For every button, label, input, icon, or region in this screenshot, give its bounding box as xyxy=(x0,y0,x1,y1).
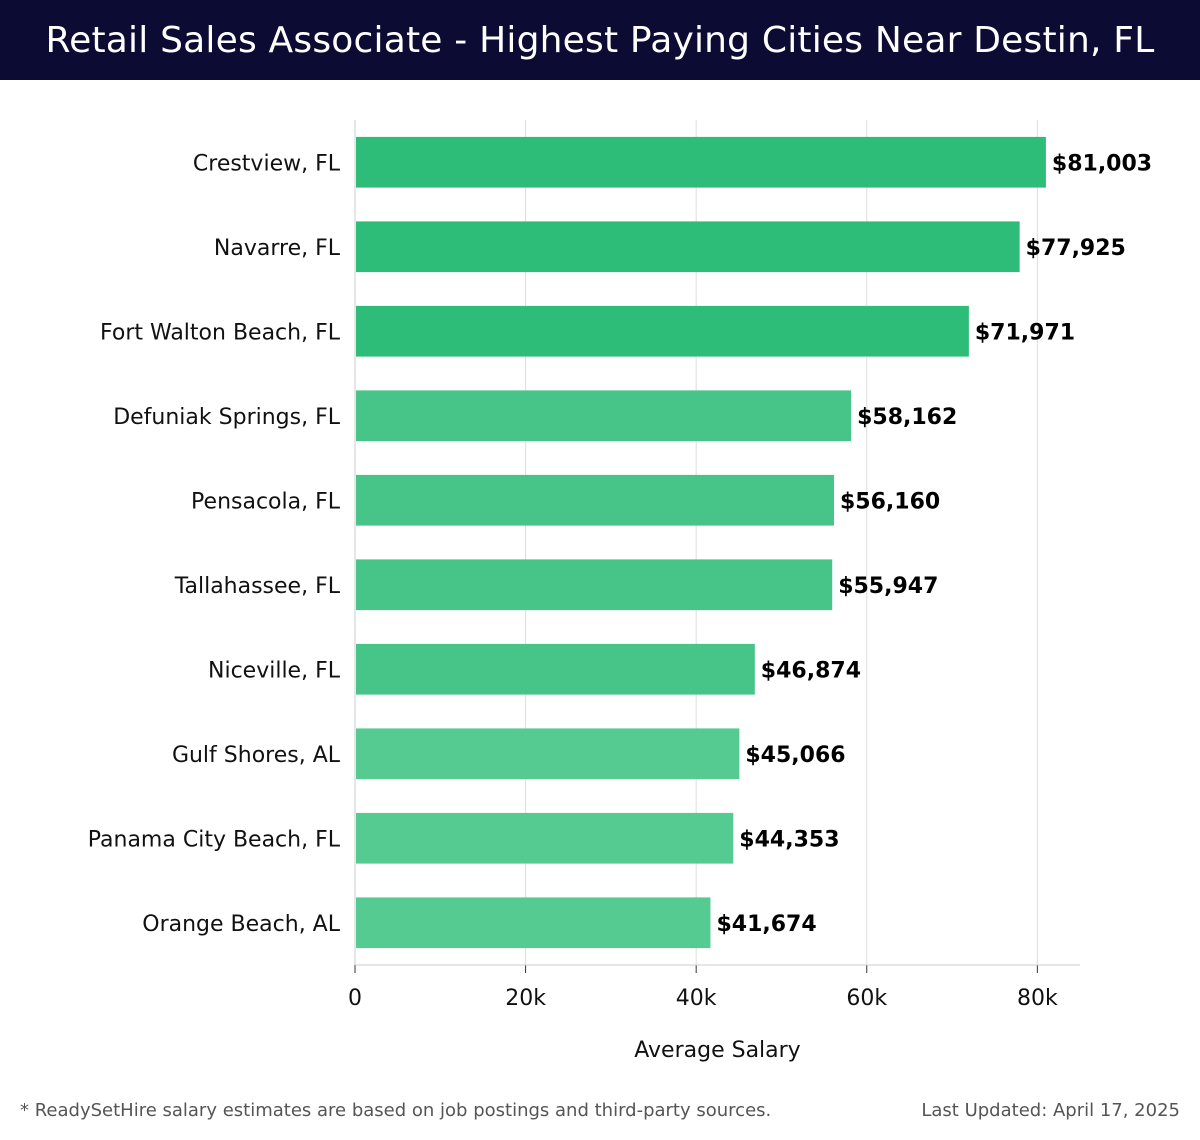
category-label: Defuniak Springs, FL xyxy=(113,405,341,430)
value-label: $71,971 xyxy=(975,320,1075,345)
category-label: Pensacola, FL xyxy=(191,489,341,514)
category-label: Niceville, FL xyxy=(208,658,341,683)
category-label: Fort Walton Beach, FL xyxy=(100,320,341,345)
category-label: Orange Beach, AL xyxy=(142,912,340,937)
bar-1 xyxy=(356,136,1046,188)
bar-4 xyxy=(356,390,852,442)
value-label: $41,674 xyxy=(716,912,816,937)
category-label: Tallahassee, FL xyxy=(174,574,341,599)
labels: Crestview, FL $81,003 Navarre, FL $77,925 Fo… xyxy=(88,151,1152,937)
x-tick-label: 60k xyxy=(846,986,887,1011)
x-tick-label: 40k xyxy=(676,986,717,1011)
bar-3 xyxy=(356,305,969,357)
category-label: Panama City Beach, FL xyxy=(88,827,341,852)
value-label: $55,947 xyxy=(838,574,938,599)
category-label: Gulf Shores, AL xyxy=(172,743,341,768)
value-label: $45,066 xyxy=(745,743,845,768)
salary-bar-chart: 0 20k 40k 60k 80k Average Salary Crestview, F… xyxy=(88,120,1152,1063)
value-label: $58,162 xyxy=(857,405,957,430)
bar-6 xyxy=(356,559,833,611)
bar-8 xyxy=(356,728,740,780)
value-label: $56,160 xyxy=(840,489,940,514)
value-label: $44,353 xyxy=(739,827,839,852)
bars xyxy=(356,136,1046,949)
bar-9 xyxy=(356,812,734,864)
bar-7 xyxy=(356,643,755,695)
footer-disclaimer: * ReadySetHire salary estimates are base… xyxy=(20,1100,772,1121)
x-tick-label: 20k xyxy=(505,986,546,1011)
bar-5 xyxy=(356,474,835,526)
chart-header: Retail Sales Associate - Highest Paying … xyxy=(0,0,1200,80)
value-label: $46,874 xyxy=(761,658,861,683)
chart-title: Retail Sales Associate - Highest Paying … xyxy=(45,19,1155,61)
x-axis-label: Average Salary xyxy=(634,1038,800,1063)
value-label: $77,925 xyxy=(1026,236,1126,261)
x-tick-label: 0 xyxy=(348,986,362,1011)
axes: 0 20k 40k 60k 80k Average Salary xyxy=(348,120,1080,1063)
value-label: $81,003 xyxy=(1052,151,1152,176)
category-label: Navarre, FL xyxy=(214,236,341,261)
bar-2 xyxy=(356,221,1020,273)
bar-10 xyxy=(356,897,711,949)
footer-last-updated: Last Updated: April 17, 2025 xyxy=(921,1100,1180,1121)
category-label: Crestview, FL xyxy=(193,151,341,176)
x-tick-label: 80k xyxy=(1017,986,1058,1011)
